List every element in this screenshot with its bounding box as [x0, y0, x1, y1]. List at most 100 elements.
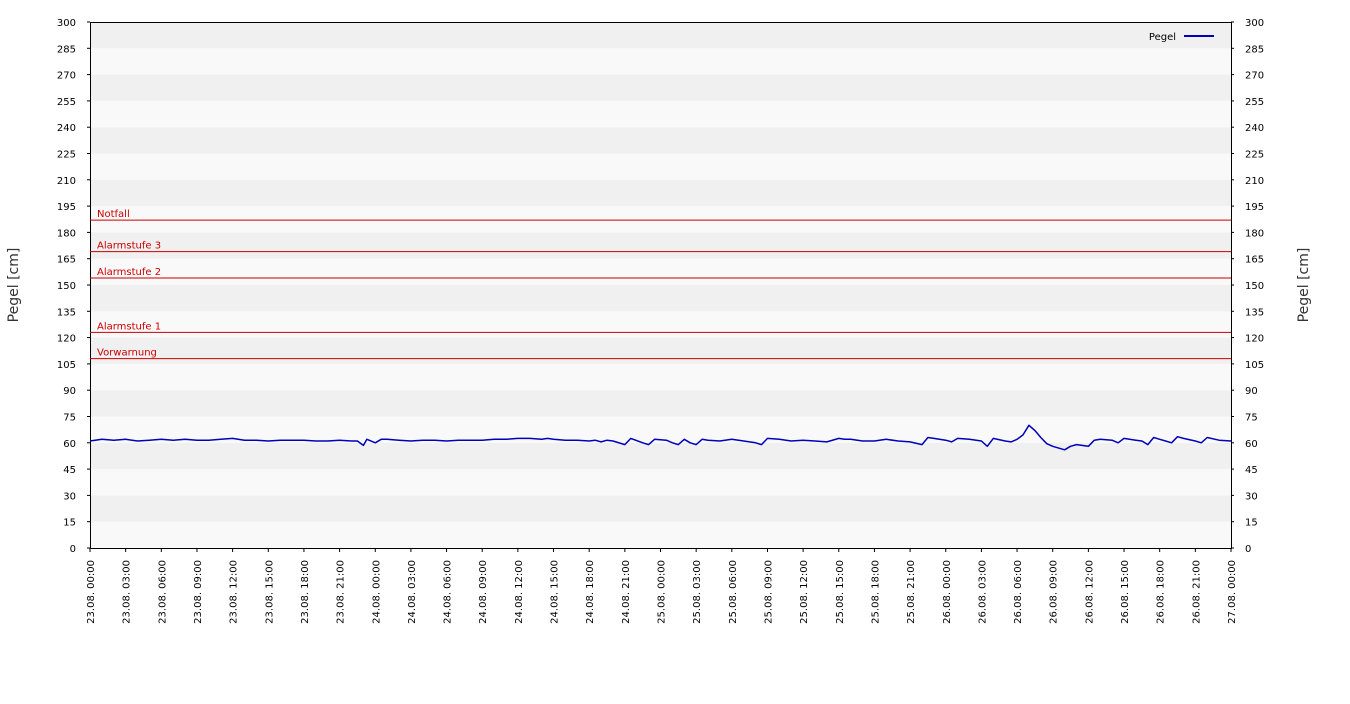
- x-tick-label: 24.08. 18:00: [585, 560, 596, 624]
- x-tick-label: 26.08. 18:00: [1156, 560, 1167, 624]
- x-tick-label: 24.08. 15:00: [550, 560, 561, 624]
- grid-band: [90, 416, 1231, 443]
- y-tick-label-left: 195: [57, 202, 76, 213]
- y-tick-label-left: 270: [57, 71, 76, 82]
- grid-band: [90, 179, 1231, 207]
- x-tick-label: 23.08. 15:00: [264, 560, 275, 624]
- y-tick-label-right: 75: [1245, 413, 1258, 424]
- y-tick-label-left: 135: [57, 307, 76, 318]
- grid-band: [90, 469, 1231, 496]
- y-tick-label-right: 285: [1245, 44, 1264, 55]
- grid-band: [90, 232, 1231, 259]
- x-tick-label: 24.08. 00:00: [371, 560, 382, 624]
- y-tick-label-right: 255: [1245, 97, 1264, 108]
- x-tick-label: 24.08. 09:00: [478, 560, 489, 624]
- y-tick-label-right: 15: [1245, 518, 1258, 529]
- x-tick-label: 25.08. 06:00: [728, 560, 739, 624]
- x-tick-label: 26.08. 06:00: [1013, 560, 1024, 624]
- threshold-lines: Notfall Alarmstufe 3 Alarmstufe 2 Alarmstuf…: [90, 209, 1231, 360]
- grid-band: [90, 311, 1231, 338]
- x-axis: 23.08. 00:00 23.08. 03:00 23.08. 06:00 23.0…: [86, 548, 1238, 624]
- y-tick-label-right: 180: [1245, 228, 1264, 239]
- y-tick-label-left: 105: [57, 360, 76, 371]
- grid-band: [90, 48, 1231, 75]
- grid-band: [90, 363, 1231, 391]
- x-tick-label: 25.08. 12:00: [799, 560, 810, 624]
- legend: Pegel: [1149, 32, 1214, 43]
- y-axis-right: 0 15 30 45 60 75 90 105 120 135 150 165 180 195 210 225…: [1231, 18, 1264, 555]
- series-group: [89, 424, 1232, 451]
- x-tick-label: 23.08. 09:00: [193, 560, 204, 624]
- x-tick-label: 24.08. 06:00: [443, 560, 454, 624]
- y-tick-label-right: 270: [1245, 71, 1264, 82]
- y-tick-label-left: 210: [57, 176, 76, 187]
- grid-band: [90, 22, 1231, 49]
- grid-band: [90, 206, 1231, 233]
- x-tick-label: 23.08. 21:00: [336, 560, 347, 624]
- series-line-pegel: [89, 424, 1232, 451]
- y-tick-label-left: 150: [57, 281, 76, 292]
- y-tick-label-right: 150: [1245, 281, 1264, 292]
- x-tick-label: 26.08. 12:00: [1084, 560, 1095, 624]
- background-bands: [90, 22, 1231, 548]
- grid-band: [90, 100, 1231, 128]
- x-tick-label: 25.08. 00:00: [657, 560, 668, 624]
- grid-band: [90, 74, 1231, 101]
- x-tick-label: 24.08. 03:00: [407, 560, 418, 624]
- y-tick-label-right: 225: [1245, 150, 1264, 161]
- threshold-label: Vorwarnung: [97, 348, 157, 359]
- y-tick-label-left: 225: [57, 150, 76, 161]
- y-tick-label-left: 45: [63, 465, 76, 476]
- grid-band: [90, 337, 1231, 364]
- grid-band: [90, 258, 1231, 285]
- y-tick-label-right: 105: [1245, 360, 1264, 371]
- x-tick-label: 23.08. 18:00: [300, 560, 311, 624]
- y-tick-label-left: 0: [70, 544, 76, 555]
- x-tick-label: 24.08. 21:00: [621, 560, 632, 624]
- y-axis-label-right: Pegel [cm]: [1296, 248, 1312, 323]
- x-tick-label: 27.08. 00:00: [1227, 560, 1238, 624]
- y-tick-label-left: 75: [63, 413, 76, 424]
- grid-band: [90, 127, 1231, 154]
- y-tick-label-left: 180: [57, 228, 76, 239]
- y-tick-label-left: 240: [57, 123, 76, 134]
- grid-band: [90, 153, 1231, 180]
- y-tick-label-left: 300: [57, 18, 76, 29]
- threshold-label: Alarmstufe 3: [97, 241, 161, 252]
- y-tick-label-right: 195: [1245, 202, 1264, 213]
- x-tick-label: 23.08. 03:00: [122, 560, 133, 624]
- x-tick-label: 23.08. 06:00: [157, 560, 168, 624]
- x-tick-label: 26.08. 09:00: [1049, 560, 1060, 624]
- grid-band: [90, 442, 1231, 470]
- x-tick-label: 26.08. 03:00: [977, 560, 988, 624]
- y-tick-label-right: 45: [1245, 465, 1258, 476]
- y-tick-label-left: 285: [57, 44, 76, 55]
- y-tick-label-right: 165: [1245, 255, 1264, 266]
- x-tick-label: 25.08. 18:00: [870, 560, 881, 624]
- y-tick-label-right: 90: [1245, 386, 1258, 397]
- x-tick-label: 26.08. 15:00: [1120, 560, 1131, 624]
- x-tick-label: 26.08. 00:00: [942, 560, 953, 624]
- y-tick-label-right: 60: [1245, 439, 1258, 450]
- y-tick-label-right: 300: [1245, 18, 1264, 29]
- y-tick-label-right: 210: [1245, 176, 1264, 187]
- y-tick-label-right: 240: [1245, 123, 1264, 134]
- y-tick-label-right: 135: [1245, 307, 1264, 318]
- grid-band: [90, 390, 1231, 417]
- x-tick-label: 23.08. 12:00: [229, 560, 240, 624]
- y-tick-label-right: 0: [1245, 544, 1251, 555]
- threshold-label: Alarmstufe 1: [97, 321, 161, 332]
- y-axis-label-left: Pegel [cm]: [6, 248, 22, 323]
- grid-band: [90, 285, 1231, 312]
- x-tick-label: 25.08. 09:00: [763, 560, 774, 624]
- y-tick-label-left: 120: [57, 334, 76, 345]
- y-tick-label-left: 60: [63, 439, 76, 450]
- x-tick-label: 26.08. 21:00: [1191, 560, 1202, 624]
- threshold-label: Notfall: [97, 209, 130, 220]
- y-tick-label-left: 30: [63, 491, 76, 502]
- y-tick-label-left: 90: [63, 386, 76, 397]
- x-tick-label: 24.08. 12:00: [514, 560, 525, 624]
- x-tick-label: 25.08. 21:00: [906, 560, 917, 624]
